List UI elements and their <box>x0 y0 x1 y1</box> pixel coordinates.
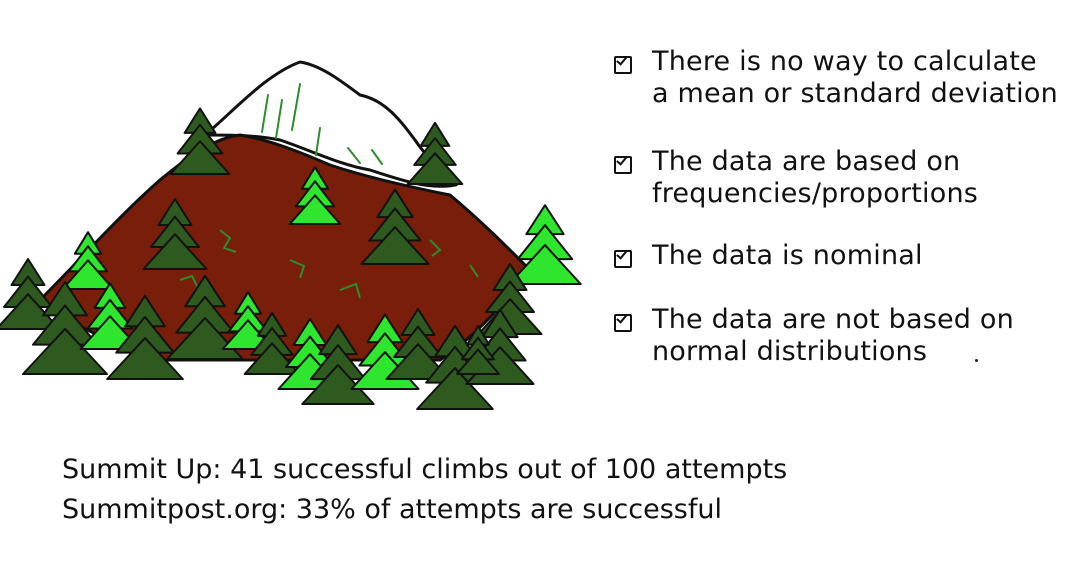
mountain-body <box>37 133 532 362</box>
checklist-line: There is no way to calculate <box>652 46 1037 77</box>
pine-tree-icon <box>0 258 61 330</box>
notes: Summit Up: 41 successful climbs out of 1… <box>62 450 962 530</box>
snow-speckles <box>261 83 383 165</box>
pine-tree-icon <box>508 204 582 285</box>
checklist-line: normal distributions <box>652 336 928 367</box>
checked-box-icon <box>614 56 632 74</box>
checklist-item: The data are not based on normal distrib… <box>610 304 1014 368</box>
checklist-line: The data are based on <box>652 146 961 177</box>
pine-tree-icon <box>385 308 451 380</box>
checklist-item: The data is nominal <box>610 240 923 272</box>
stray-dot <box>975 359 978 362</box>
pine-tree-icon <box>22 281 108 375</box>
checklist-item: There is no way to calculate a mean or s… <box>610 46 1058 110</box>
checklist-line: The data is nominal <box>652 240 923 271</box>
checklist-item: The data are based on frequencies/propor… <box>610 146 978 210</box>
pine-tree-icon <box>169 107 231 175</box>
pine-tree-icon <box>106 294 184 380</box>
checklist-line: a mean or standard deviation <box>652 78 1058 109</box>
checked-box-icon <box>614 314 632 332</box>
tree-group <box>0 107 582 410</box>
pine-tree-icon <box>142 198 208 270</box>
note-summitpost: Summitpost.org: 33% of attempts are succ… <box>62 494 722 525</box>
pine-tree-icon <box>61 231 115 290</box>
checked-box-icon <box>614 250 632 268</box>
pine-tree-icon <box>288 166 342 225</box>
checked-box-icon <box>614 156 632 174</box>
pine-tree-icon <box>456 325 500 375</box>
pine-tree-icon <box>406 121 464 185</box>
checklist-line: The data are not based on <box>652 304 1014 335</box>
checklist-line: frequencies/proportions <box>652 178 979 209</box>
note-summit-up: Summit Up: 41 successful climbs out of 1… <box>62 454 788 485</box>
pine-tree-icon <box>360 188 430 265</box>
mountain-illustration <box>0 60 582 410</box>
